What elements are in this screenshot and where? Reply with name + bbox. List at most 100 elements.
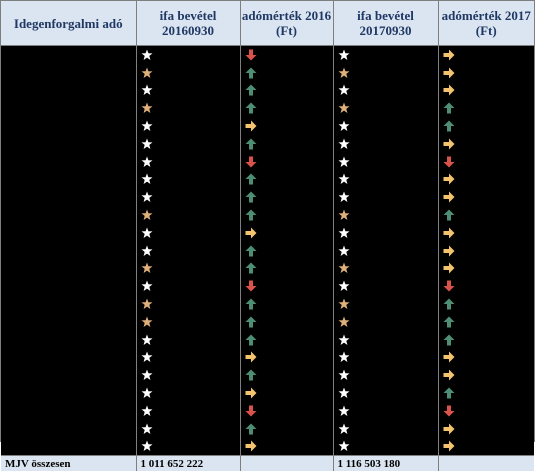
cell-rate-2016 [240,312,334,331]
white-star-icon [338,369,349,381]
col-header-ifa-bevetel-2017: ifa bevétel 20170930 [333,1,439,46]
arrow-right-yellow-icon [443,173,454,185]
white-star-icon [338,440,349,452]
white-star-icon [338,227,349,238]
cell-rev-2016 [136,188,241,207]
table-row [1,277,534,296]
arrow-up-green-icon [245,369,256,381]
cell-rate-2017 [438,259,534,278]
white-star-icon [141,387,152,399]
cell-rev-2016 [136,81,241,100]
cell-rev-2016 [136,295,241,313]
cell-rev-2017 [333,134,439,153]
cell-name [1,99,137,118]
cell-name [1,330,137,349]
cell-rev-2016 [136,401,241,420]
cell-rev-2017 [333,295,439,313]
total-rate-2016 [240,455,334,471]
cell-rate-2016 [240,170,334,189]
arrow-right-yellow-icon [245,227,256,239]
table-row [1,348,534,367]
arrow-right-yellow-icon [245,120,256,132]
arrow-right-yellow-icon [443,84,454,96]
arrow-down-red-icon [443,405,454,417]
table-row [1,206,534,224]
cell-rate-2017 [438,401,534,420]
arrow-up-green-icon [443,120,454,132]
white-star-icon [141,156,152,167]
cell-rate-2016 [240,437,334,456]
table-body [1,45,534,456]
cell-rate-2017 [438,277,534,296]
cell-rev-2016 [136,384,241,402]
col-header-adomertek-2017: adómérték 2017 (Ft) [438,1,534,46]
arrow-right-yellow-icon [443,245,454,257]
white-star-icon [338,280,349,292]
cell-rev-2016 [136,348,241,367]
white-star-icon [338,84,349,96]
white-star-icon [338,387,349,399]
gold-star-icon [338,209,349,221]
white-star-icon [141,334,152,345]
cell-name [1,384,137,402]
total-rev-2017: 1 116 503 180 [333,455,439,471]
cell-rate-2016 [240,81,334,100]
col-header-idegenforgalmi-ado: Idegenforgalmi adó [1,1,137,46]
cell-name [1,81,137,100]
table-row [1,134,534,153]
white-star-icon [338,245,349,256]
arrow-down-red-icon [245,49,256,61]
cell-rate-2017 [438,99,534,118]
cell-name [1,295,137,313]
cell-name [1,419,137,438]
cell-name [1,206,137,224]
arrow-up-green-icon [245,423,256,435]
cell-rate-2017 [438,81,534,100]
cell-rate-2016 [240,117,334,135]
cell-name [1,312,137,331]
arrow-right-yellow-icon [443,227,454,239]
cell-rev-2017 [333,81,439,100]
cell-rate-2016 [240,277,334,296]
table-row [1,312,534,331]
cell-rate-2016 [240,384,334,402]
arrow-up-green-icon [443,209,454,221]
white-star-icon [338,173,349,185]
cell-rate-2016 [240,259,334,278]
arrow-right-yellow-icon [245,351,256,363]
white-star-icon [141,351,152,363]
cell-rev-2017 [333,384,439,402]
cell-rev-2016 [136,259,241,278]
arrow-up-green-icon [245,191,256,203]
cell-name [1,134,137,153]
table-row [1,81,534,100]
white-star-icon [141,173,152,185]
cell-name [1,277,137,296]
cell-rev-2017 [333,241,439,260]
arrow-down-red-icon [245,405,256,417]
white-star-icon [141,138,152,149]
cell-rate-2016 [240,401,334,420]
arrow-right-yellow-icon [443,262,454,274]
cell-rate-2017 [438,45,534,64]
arrow-right-yellow-icon [245,440,256,452]
gold-star-icon [338,67,349,78]
cell-rate-2017 [438,188,534,207]
cell-rate-2017 [438,206,534,224]
white-star-icon [141,191,152,203]
arrow-up-green-icon [443,334,454,346]
arrow-right-yellow-icon [443,49,454,61]
cell-rev-2016 [136,277,241,296]
white-star-icon [141,423,152,434]
cell-name [1,223,137,242]
cell-rev-2017 [333,330,439,349]
cell-rev-2017 [333,45,439,64]
cell-rate-2016 [240,223,334,242]
cell-name [1,241,137,260]
cell-name [1,401,137,420]
cell-name [1,45,137,64]
cell-name [1,152,137,171]
white-star-icon [141,49,152,60]
cell-rev-2017 [333,437,439,456]
table-row [1,63,534,82]
